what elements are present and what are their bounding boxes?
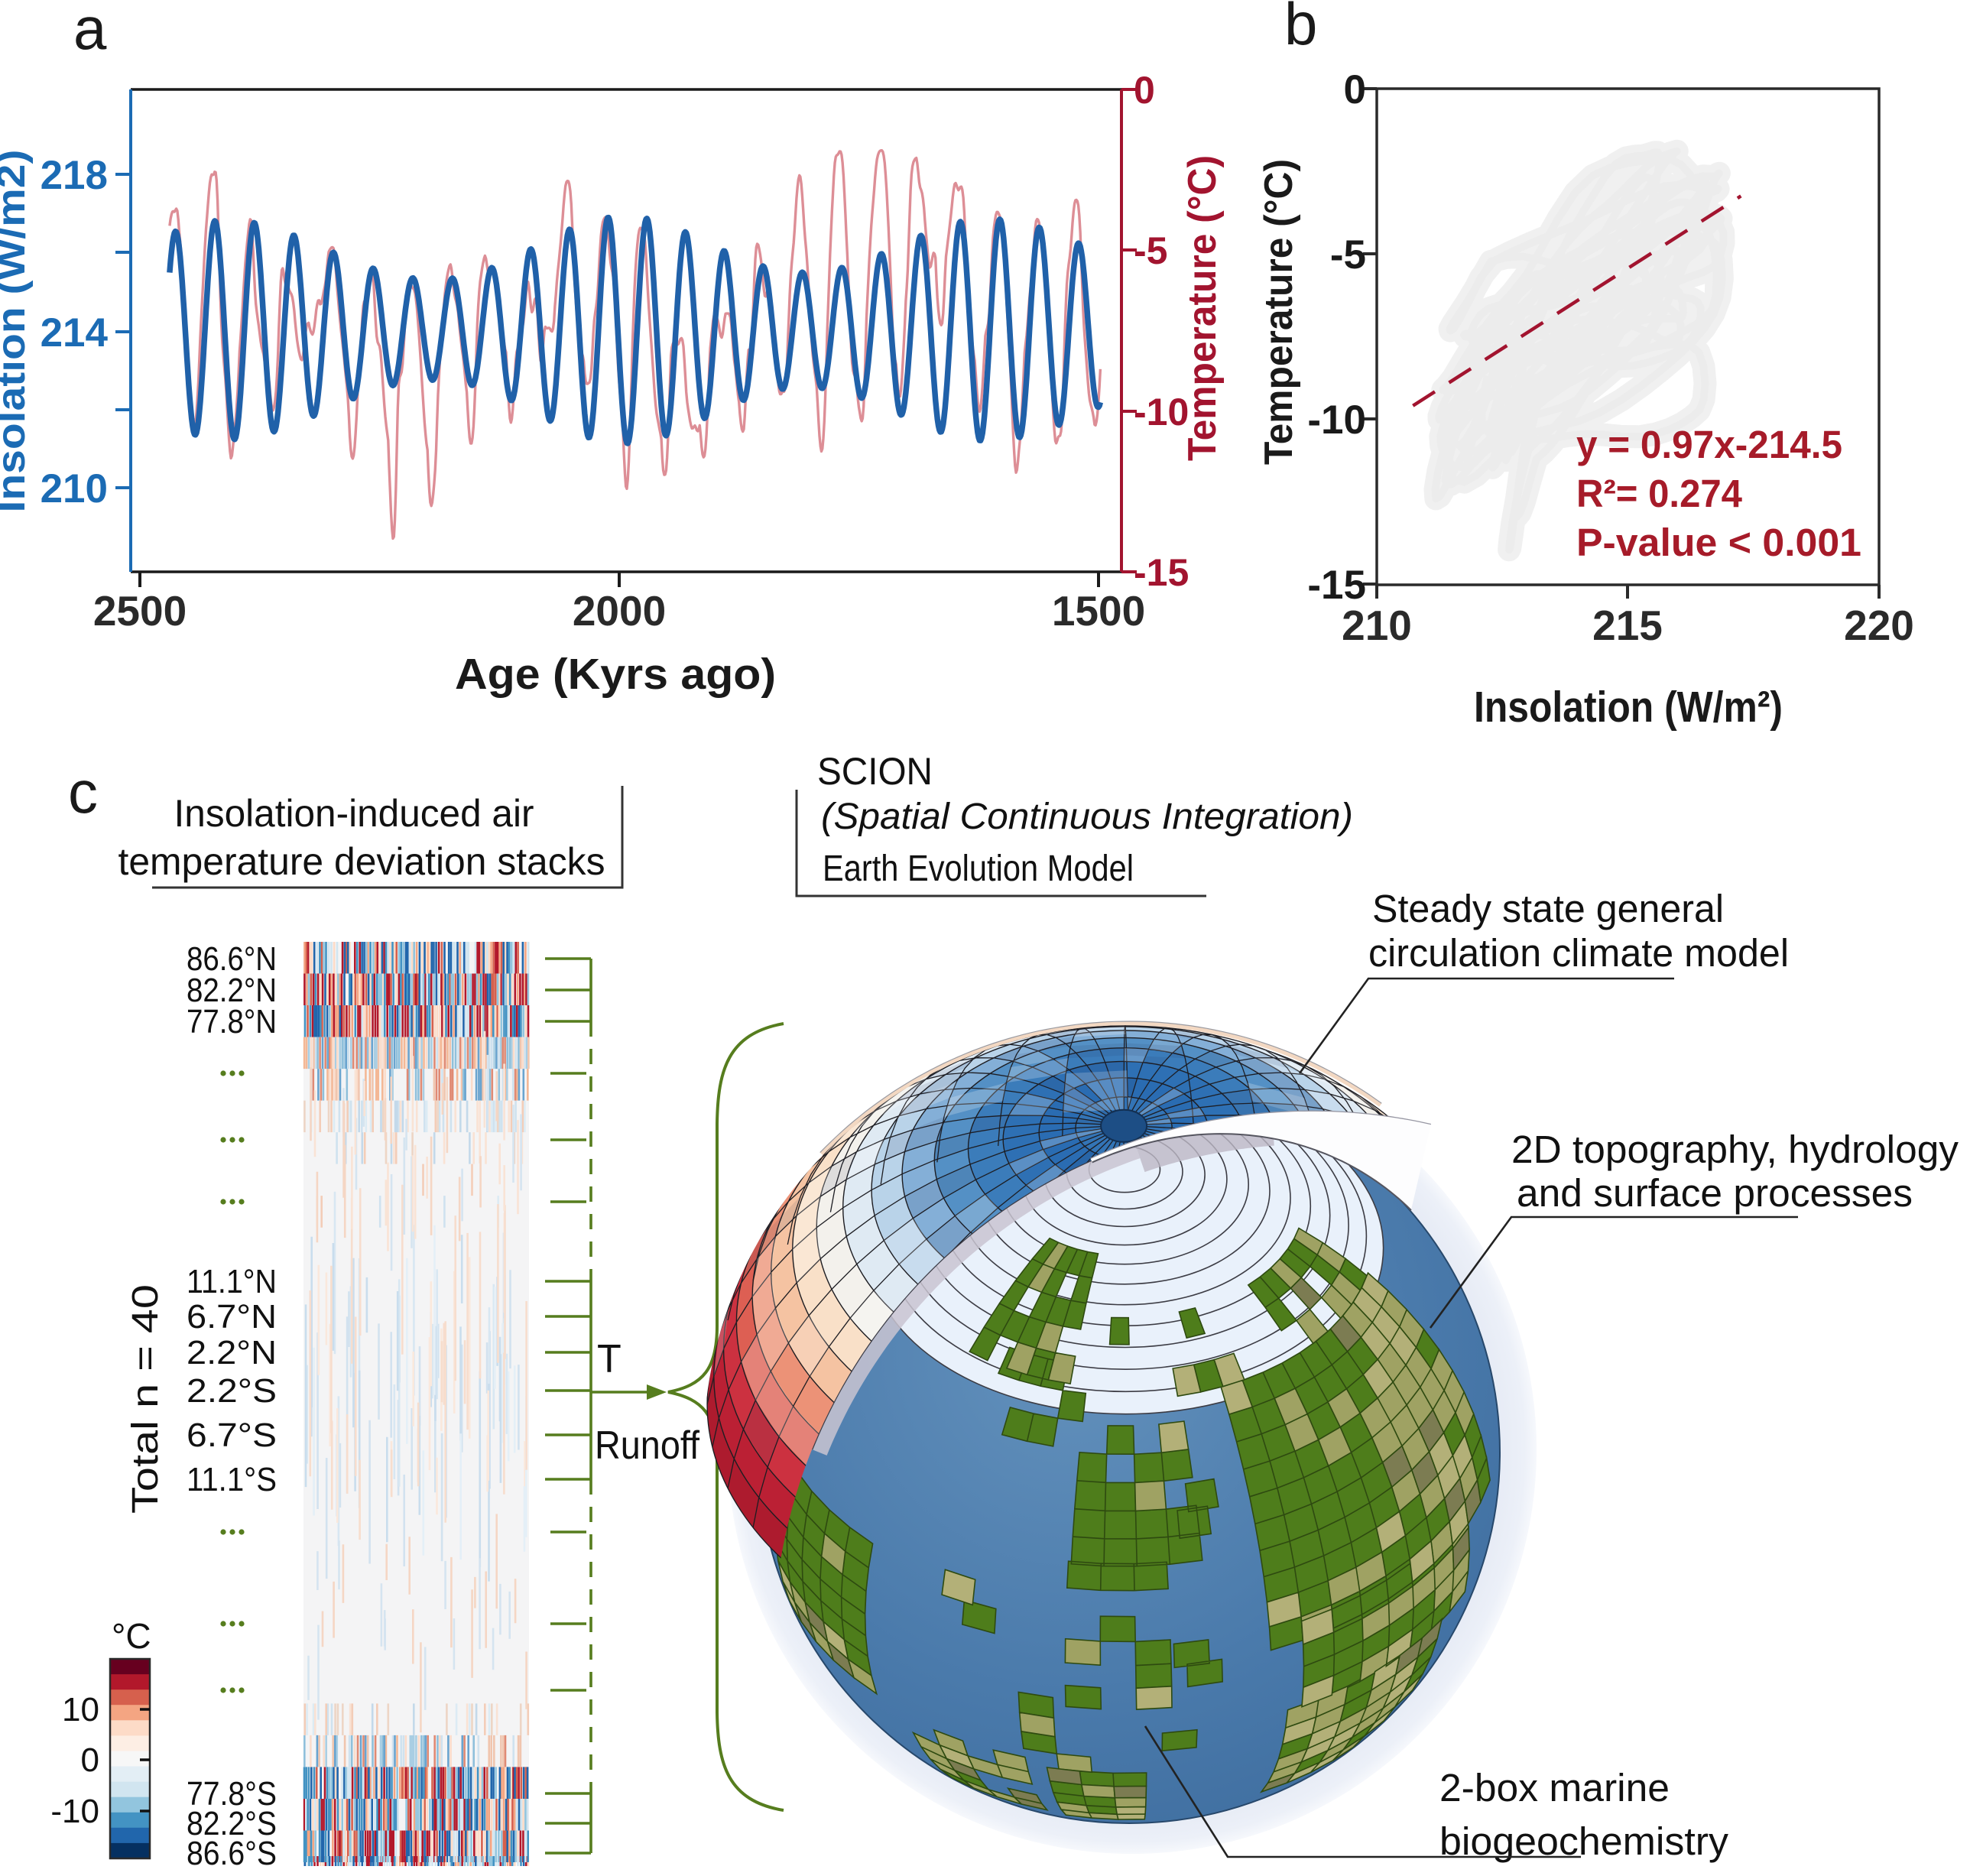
svg-text:11.1°N: 11.1°N <box>187 1263 277 1300</box>
svg-text:-15: -15 <box>1307 563 1366 608</box>
svg-text:Steady state general: Steady state general <box>1372 887 1724 930</box>
svg-text:Insolation-induced air: Insolation-induced air <box>174 792 534 835</box>
svg-text:215: 215 <box>1592 602 1663 649</box>
svg-text:218: 218 <box>41 153 108 198</box>
svg-text:-10: -10 <box>50 1793 99 1830</box>
svg-text:a: a <box>73 0 107 62</box>
svg-text:T: T <box>597 1337 622 1381</box>
svg-text:10: 10 <box>62 1691 99 1728</box>
svg-text:0: 0 <box>1344 67 1366 112</box>
svg-text:2.2°N: 2.2°N <box>187 1334 277 1371</box>
svg-text:6.7°N: 6.7°N <box>187 1298 277 1336</box>
svg-text:2.2°S: 2.2°S <box>187 1372 277 1410</box>
svg-text:Runoff: Runoff <box>595 1423 699 1468</box>
svg-text:Temperature (°C): Temperature (°C) <box>1257 159 1301 465</box>
svg-text:11.1°S: 11.1°S <box>187 1461 277 1498</box>
svg-text:biogeochemistry: biogeochemistry <box>1439 1819 1729 1863</box>
svg-text:and surface processes: and surface processes <box>1517 1171 1913 1215</box>
svg-text:circulation climate model: circulation climate model <box>1368 931 1789 975</box>
svg-text:2D topography, hydrology: 2D topography, hydrology <box>1511 1128 1959 1171</box>
svg-text:77.8°S: 77.8°S <box>187 1775 277 1813</box>
svg-text:c: c <box>68 758 98 826</box>
svg-text:Age (Kyrs ago): Age (Kyrs ago) <box>455 650 776 699</box>
svg-text:°C: °C <box>112 1616 151 1656</box>
svg-text:Total n = 40: Total n = 40 <box>125 1284 166 1514</box>
svg-text:(Spatial Continuous Integratio: (Spatial Continuous Integration) <box>821 797 1353 837</box>
svg-text:Earth Evolution Model: Earth Evolution Model <box>823 849 1134 889</box>
svg-text:0: 0 <box>1134 69 1155 112</box>
svg-text:-5: -5 <box>1134 229 1167 272</box>
svg-text:6.7°S: 6.7°S <box>187 1417 277 1454</box>
svg-text:y = 0.97x-214.5: y = 0.97x-214.5 <box>1576 423 1842 466</box>
svg-text:SCION: SCION <box>817 750 933 793</box>
svg-text:temperature deviation stacks: temperature deviation stacks <box>118 840 605 883</box>
svg-text:-15: -15 <box>1134 551 1189 594</box>
svg-text:b: b <box>1284 0 1317 57</box>
svg-text:214: 214 <box>41 310 109 355</box>
svg-text:86.6°S: 86.6°S <box>187 1835 277 1872</box>
svg-text:P-value < 0.001: P-value < 0.001 <box>1576 521 1861 564</box>
svg-text:210: 210 <box>41 466 108 511</box>
svg-text:210: 210 <box>1342 602 1412 649</box>
svg-text:0: 0 <box>81 1741 99 1779</box>
svg-text:Insolation (W/m2): Insolation (W/m2) <box>0 150 34 513</box>
svg-text:86.6°N: 86.6°N <box>187 940 277 978</box>
svg-text:77.8°N: 77.8°N <box>187 1003 277 1040</box>
svg-text:82.2°S: 82.2°S <box>187 1805 277 1842</box>
svg-text:2-box marine: 2-box marine <box>1439 1766 1670 1809</box>
svg-text:2500: 2500 <box>93 587 187 635</box>
svg-text:2000: 2000 <box>573 587 666 635</box>
svg-text:-10: -10 <box>1134 391 1189 433</box>
svg-text:-5: -5 <box>1330 232 1366 278</box>
svg-text:Temperature (°C): Temperature (°C) <box>1180 155 1225 461</box>
svg-text:1500: 1500 <box>1052 587 1145 635</box>
svg-text:82.2°N: 82.2°N <box>187 972 277 1009</box>
svg-text:-10: -10 <box>1307 398 1366 443</box>
svg-text:220: 220 <box>1844 602 1914 649</box>
svg-text:Insolation (W/m²): Insolation (W/m²) <box>1474 683 1783 732</box>
svg-text:R²= 0.274: R²= 0.274 <box>1576 472 1743 515</box>
